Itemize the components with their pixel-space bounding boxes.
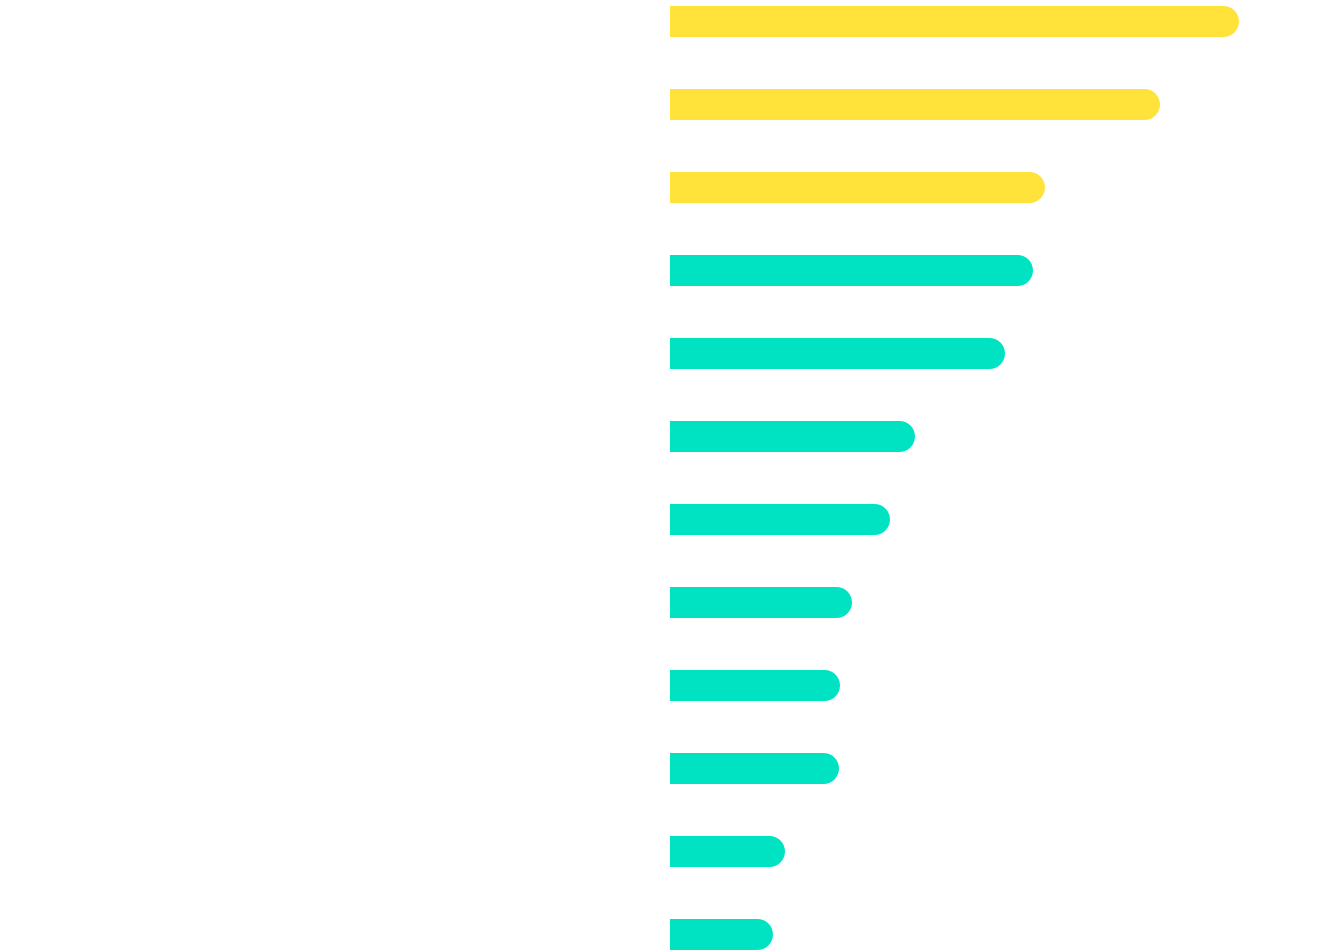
bar-11: [670, 836, 785, 867]
bar-9: [670, 670, 840, 701]
bar-7: [670, 504, 890, 535]
bar-3: [670, 172, 1045, 203]
bar-4: [670, 255, 1033, 286]
bar-2: [670, 89, 1160, 120]
bar-8: [670, 587, 852, 618]
bar-10: [670, 753, 839, 784]
bar-1: [670, 6, 1239, 37]
bar-6: [670, 421, 915, 452]
bar-12: [670, 919, 773, 950]
bar-5: [670, 338, 1005, 369]
